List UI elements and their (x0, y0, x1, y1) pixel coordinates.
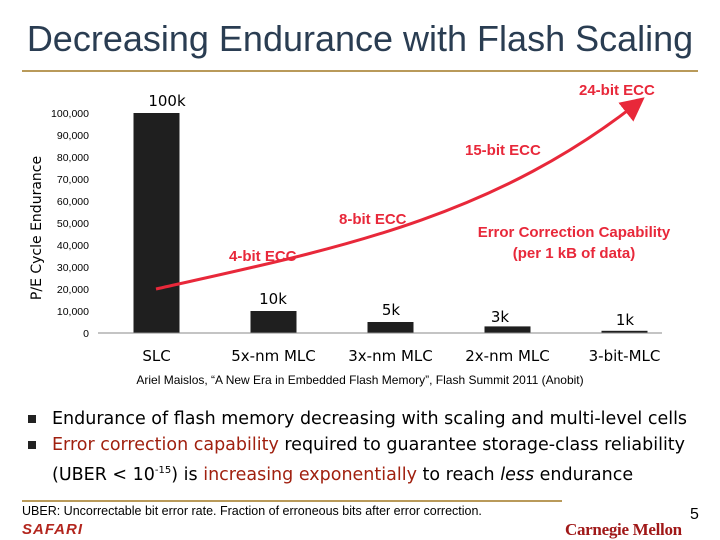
footer-divider (22, 500, 562, 502)
x-tick-label: 3-bit-MLC (589, 347, 661, 365)
bullet-text: ) is (171, 464, 204, 485)
title-divider (22, 70, 698, 72)
bullet-highlight: Error correction capability (52, 435, 279, 455)
x-tick-label: 3x-nm MLC (348, 347, 433, 365)
bullet-item: Endurance of flash memory decreasing wit… (28, 406, 708, 432)
y-tick-label: 20,000 (57, 284, 89, 296)
bar (250, 311, 297, 333)
bullet-emphasis: less (500, 464, 535, 485)
y-tick-label: 30,000 (57, 262, 89, 274)
y-tick-label: 60,000 (57, 196, 89, 208)
bar (601, 330, 648, 333)
y-tick-label: 40,000 (57, 240, 89, 252)
data-label: 1k (616, 311, 635, 329)
data-label: 3k (491, 308, 510, 326)
bullet-text: (UBER < 10 (52, 464, 155, 485)
x-tick-label: 2x-nm MLC (465, 347, 550, 365)
y-tick-label: 10,000 (57, 306, 89, 318)
ecc-label-4bit: 4-bit ECC (229, 248, 297, 265)
y-axis-label: P/E Cycle Endurance (29, 156, 45, 300)
bullet-item: Error correction capability required to … (28, 432, 708, 488)
bullet-text: required to guarantee storage-class reli… (278, 435, 686, 455)
bullet-text: Endurance of flash memory decreasing wit… (52, 409, 688, 429)
ecc-label-8bit: 8-bit ECC (339, 211, 407, 228)
page-number: 5 (690, 506, 699, 523)
slide-title: Decreasing Endurance with Flash Scaling (26, 18, 694, 59)
y-tick-label: 80,000 (57, 152, 89, 164)
cmu-logo: Carnegie Mellon (565, 520, 682, 539)
ecc-label-24bit: 24-bit ECC (579, 82, 655, 99)
y-tick-label: 50,000 (57, 218, 89, 230)
y-tick-label: 90,000 (57, 130, 89, 142)
y-tick-label: 100,000 (51, 108, 89, 120)
ecc-label-15bit: 15-bit ECC (465, 142, 541, 159)
source-caption: Ariel Maislos, “A New Era in Embedded Fl… (136, 373, 584, 387)
bullet-list: Endurance of flash memory decreasing wit… (28, 406, 708, 488)
uber-footnote: UBER: Uncorrectable bit error rate. Frac… (22, 504, 482, 518)
bullet-text: endurance (534, 464, 634, 485)
bullet-text: to reach (416, 464, 501, 485)
x-tick-label: SLC (142, 347, 170, 365)
bullet-superscript: -15 (154, 465, 172, 476)
square-bullet-icon (28, 415, 36, 423)
y-tick-label: 70,000 (57, 174, 89, 186)
ecc-trend-arrow (155, 97, 645, 291)
data-label: 10k (259, 290, 287, 308)
bar (367, 322, 414, 333)
bar (133, 113, 180, 333)
bar (484, 326, 531, 333)
x-tick-label: 5x-nm MLC (231, 347, 316, 365)
bullet-highlight: increasing exponentially (203, 464, 417, 485)
safari-logo: SAFARI (22, 521, 84, 538)
y-tick-label: 0 (83, 328, 89, 340)
endurance-chart: 0 10,000 20,000 30,000 40,000 50,000 60,000 70,… (29, 82, 671, 365)
data-label: 100k (148, 92, 186, 110)
ecc-note-line2: (per 1 kB of data) (513, 245, 636, 262)
data-label: 5k (382, 301, 401, 319)
ecc-note-line1: Error Correction Capability (478, 224, 671, 241)
square-bullet-icon (28, 441, 36, 449)
